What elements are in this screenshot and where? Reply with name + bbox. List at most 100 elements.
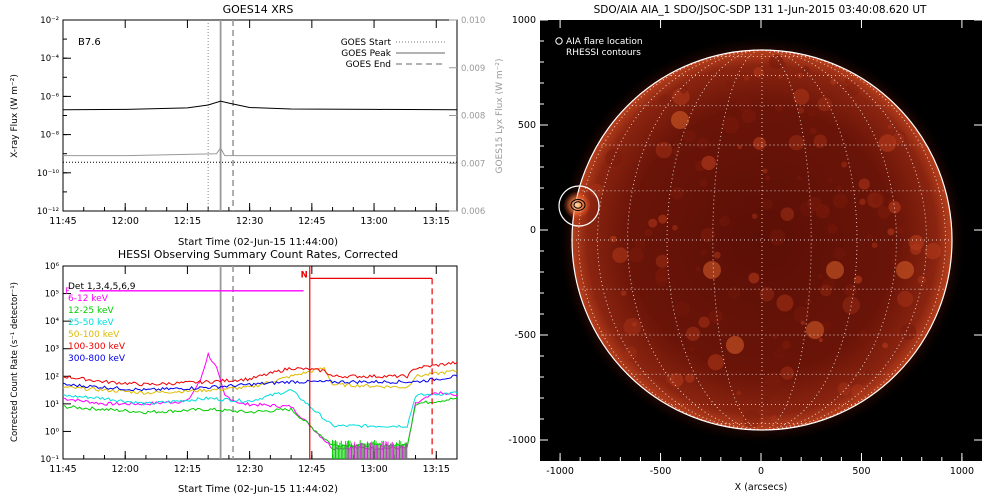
aia-longitude-line [712, 49, 763, 431]
aia-region [793, 88, 810, 105]
aia-region [759, 287, 775, 302]
aia-region [878, 134, 897, 152]
aia-region [762, 198, 773, 210]
hessi-series-line [63, 351, 458, 451]
aia-region [773, 347, 786, 359]
aia-region [900, 201, 913, 214]
aia-region [655, 268, 670, 283]
hessi-flags: FN [65, 266, 433, 459]
aia-region [844, 78, 850, 84]
hessi-x-axis: 11:45 12:00 12:15 12:30 12:45 13:00 13:15 [49, 266, 458, 475]
x-tick-label: 13:00 [360, 464, 387, 475]
rhessi-contour-outer [570, 199, 586, 211]
aia-region [736, 95, 753, 113]
aia-region [768, 54, 784, 70]
aia-panel: SDO/AIA AIA_1 SDO/JSOC-SDP 131 1-Jun-201… [508, 4, 982, 493]
aia-region [655, 254, 669, 268]
aia-region [809, 127, 818, 135]
x-tick-label: 12:00 [112, 464, 139, 475]
aia-region [762, 396, 771, 406]
legend-goes-peak: GOES Peak [341, 49, 391, 59]
aia-region [853, 354, 867, 368]
aia-region [634, 238, 646, 249]
aia-region [800, 320, 805, 325]
hessi-legend-entry: 25-50 keV [68, 318, 114, 328]
aia-region [765, 175, 771, 181]
aia-region [805, 298, 812, 305]
aia-region [612, 247, 628, 263]
aia-title: SDO/AIA AIA_1 SDO/JSOC-SDP 131 1-Jun-201… [594, 4, 927, 16]
aia-region [701, 155, 716, 171]
aia-region [772, 334, 778, 340]
aia-region [801, 65, 810, 74]
hessi-series [62, 266, 458, 459]
x-tick-label: 12:45 [298, 216, 325, 227]
goes-y-axis: 10⁻² 10⁻⁴ 10⁻⁶ 10⁻⁸ 10⁻¹⁰ 10⁻¹² [37, 16, 71, 217]
aia-region [683, 129, 696, 143]
aia-region [623, 205, 629, 211]
aia-region [837, 382, 851, 396]
hessi-series-line [62, 389, 458, 429]
aia-region [707, 354, 724, 371]
aia-longitude-line [761, 49, 812, 431]
aia-region [858, 178, 870, 190]
hessi-legend-title: Det 1,3,4,5,6,9 [68, 282, 136, 292]
aia-region [669, 373, 684, 388]
hessi-series-line [62, 374, 458, 392]
y-tick-label: 10¹ [45, 400, 59, 410]
hessi-xlabel: Start Time (02-Jun-15 11:44:02) [178, 484, 338, 495]
aia-region [700, 228, 715, 243]
aia-region [822, 277, 836, 292]
legend-goes-end: GOES End [346, 60, 391, 70]
aia-region [836, 185, 842, 191]
aia-region [753, 67, 764, 78]
aia-region [817, 97, 832, 112]
aia-region [751, 213, 758, 219]
aia-region [605, 149, 623, 167]
y-tick-label: 1000 [512, 15, 536, 26]
aia-region [736, 390, 742, 396]
aia-region [776, 294, 794, 312]
aia-region [708, 309, 723, 324]
aia-region [846, 82, 860, 96]
aia-region [818, 273, 824, 279]
x-tick-label: 12:30 [236, 464, 263, 475]
aia-region [624, 346, 637, 359]
aia-region [685, 373, 695, 383]
aia-x-axis: -1000 -500 0 500 1000 [546, 20, 974, 477]
aia-region [780, 366, 794, 380]
aia-longitude-line [761, 49, 946, 431]
aia-bright-region [726, 336, 744, 354]
aia-solar-disk [572, 50, 952, 430]
aia-region [729, 389, 736, 396]
aia-region [899, 323, 917, 340]
aia-region [686, 326, 701, 341]
x-tick-label: 13:00 [360, 216, 387, 227]
aia-region [917, 275, 927, 285]
hessi-series-line [62, 366, 458, 395]
aia-region [887, 228, 895, 236]
aia-region [623, 317, 642, 336]
aia-xlabel: X (arcsecs) [735, 482, 788, 493]
aia-flare-glow [563, 191, 591, 219]
x-tick-label: 1000 [950, 466, 974, 477]
aia-longitude-line [578, 49, 763, 431]
aia-heliographic-grid [572, 49, 952, 431]
aia-region [871, 242, 878, 248]
aia-region [719, 215, 730, 227]
aia-region [610, 235, 617, 243]
aia-region [658, 214, 668, 224]
aia-region [894, 224, 904, 235]
y-tick-label: 10⁻⁸ [40, 131, 59, 141]
x-tick-label: 12:00 [112, 216, 139, 227]
aia-region [897, 290, 914, 307]
y-right-tick-label: 0.010 [461, 16, 485, 26]
aia-region [796, 175, 802, 181]
aia-region [769, 229, 786, 246]
x-tick-label: 12:15 [174, 216, 201, 227]
aia-region [788, 135, 805, 151]
legend-goes-start: GOES Start [341, 38, 392, 48]
goes-ylabel-right: GOES15 Lyx Flux (W m⁻²) [495, 59, 505, 174]
aia-region [672, 224, 678, 231]
